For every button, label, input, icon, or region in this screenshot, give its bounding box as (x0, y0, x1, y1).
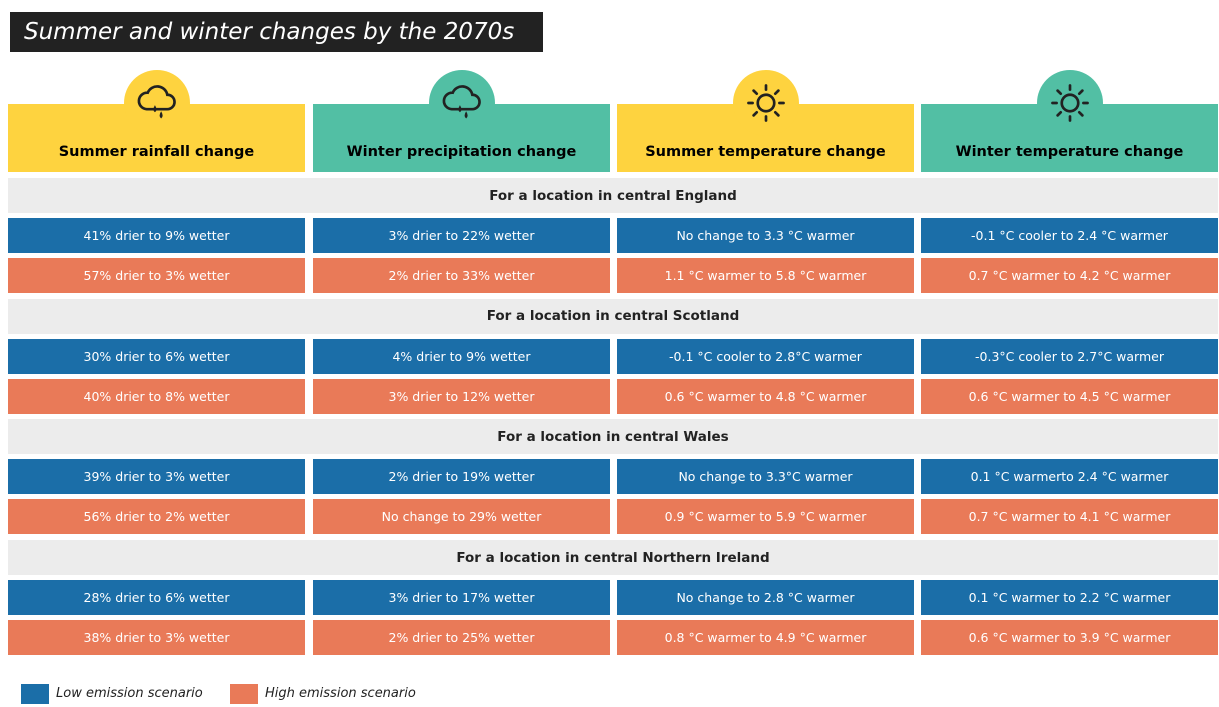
low-cell: 39% drier to 3% wetter (8, 459, 305, 495)
high-cell: 0.6 °C warmer to 3.9 °C warmer (921, 620, 1218, 656)
column-icon (428, 70, 495, 136)
low-cell: 4% drier to 9% wetter (313, 338, 610, 374)
low-cell: 0.1 °C warmerto 2.4 °C warmer (921, 459, 1218, 495)
high-cell: 3% drier to 12% wetter (313, 378, 610, 414)
legend-swatch (230, 684, 258, 704)
low-cell: 28% drier to 6% wetter (8, 580, 305, 616)
column-label: Winter temperature change (955, 144, 1184, 160)
low-cell: No change to 3.3 °C warmer (617, 218, 914, 253)
high-cell: 0.6 °C warmer to 4.5 °C warmer (921, 378, 1218, 414)
legend-label: High emission scenario (265, 686, 416, 701)
section-heading: For a location in central England (8, 178, 1218, 213)
low-cell: 2% drier to 19% wetter (313, 459, 610, 495)
section-heading: For a location in central Wales (8, 419, 1218, 455)
section-heading: For a location in central Northern Irela… (8, 540, 1218, 576)
low-cell: No change to 3.3°C warmer (617, 459, 914, 495)
high-cell: 0.9 °C warmer to 5.9 °C warmer (617, 499, 914, 535)
high-cell: 2% drier to 25% wetter (313, 620, 610, 656)
high-cell: 0.7 °C warmer to 4.1 °C warmer (921, 499, 1218, 535)
column-icon (1036, 70, 1103, 136)
section-heading: For a location in central Scotland (8, 298, 1218, 334)
legend-swatch (21, 684, 49, 704)
column-icon (123, 70, 190, 136)
high-cell: 1.1 °C warmer to 5.8 °C warmer (617, 258, 914, 293)
high-cell: 0.8 °C warmer to 4.9 °C warmer (617, 620, 914, 656)
low-cell: 3% drier to 17% wetter (313, 580, 610, 616)
column-label: Winter precipitation change (346, 144, 577, 160)
title: Summer and winter changes by the 2070s (10, 12, 543, 52)
legend-label: Low emission scenario (56, 686, 203, 701)
low-cell: No change to 2.8 °C warmer (617, 580, 914, 616)
low-cell: -0.1 °C cooler to 2.8°C warmer (617, 338, 914, 374)
high-cell: 40% drier to 8% wetter (8, 378, 305, 414)
high-cell: 57% drier to 3% wetter (8, 258, 305, 293)
high-cell: 56% drier to 2% wetter (8, 499, 305, 535)
low-cell: 30% drier to 6% wetter (8, 338, 305, 374)
low-cell: 0.1 °C warmer to 2.2 °C warmer (921, 580, 1218, 616)
column-label: Summer rainfall change (58, 144, 255, 160)
low-cell: 41% drier to 9% wetter (8, 218, 305, 253)
low-cell: -0.3°C cooler to 2.7°C warmer (921, 338, 1218, 374)
column-label: Summer temperature change (645, 144, 886, 160)
column-icon (732, 70, 799, 136)
low-cell: 3% drier to 22% wetter (313, 218, 610, 253)
high-cell: 2% drier to 33% wetter (313, 258, 610, 293)
low-cell: -0.1 °C cooler to 2.4 °C warmer (921, 218, 1218, 253)
icon-rain (137, 85, 176, 119)
high-cell: 38% drier to 3% wetter (8, 620, 305, 656)
icon-sun (1050, 84, 1089, 122)
icon-sun (746, 84, 785, 122)
high-cell: No change to 29% wetter (313, 499, 610, 535)
high-cell: 0.6 °C warmer to 4.8 °C warmer (617, 378, 914, 414)
icon-rain (442, 85, 481, 119)
high-cell: 0.7 °C warmer to 4.2 °C warmer (921, 258, 1218, 293)
